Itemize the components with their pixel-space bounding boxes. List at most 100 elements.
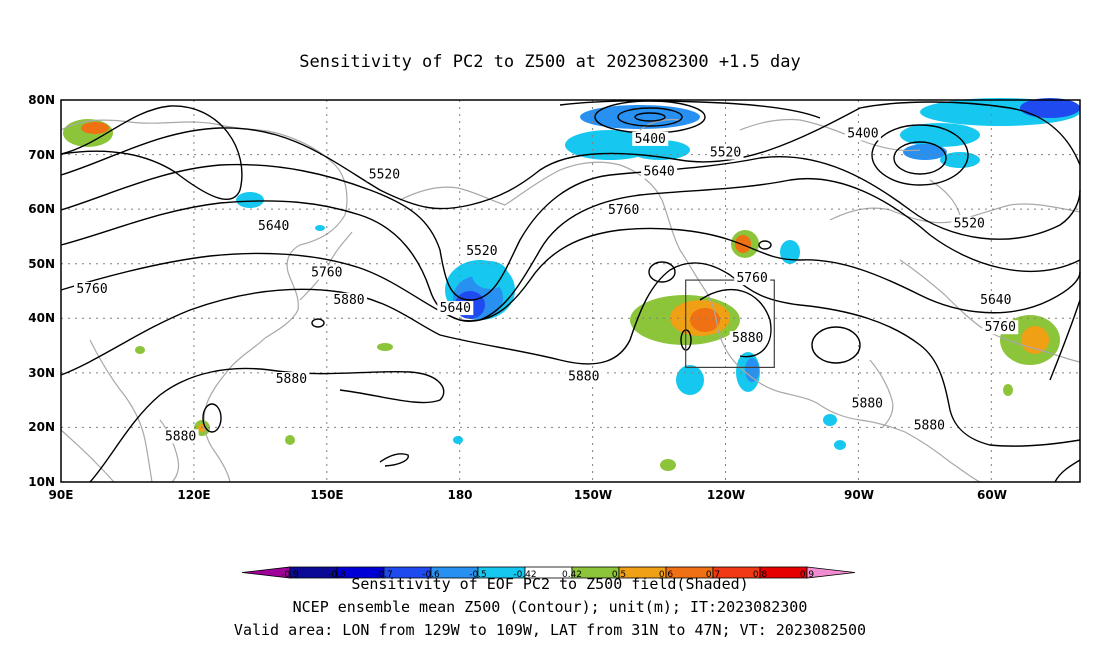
sensitivity-patch <box>735 235 751 253</box>
sensitivity-patch <box>315 225 325 231</box>
lon-tick: 150W <box>574 488 612 502</box>
lat-tick: 10N <box>28 475 55 489</box>
colorbar-cell <box>806 566 856 579</box>
contour-labels: 5400 5400 5520 5520 5520 5520 5640 5640 5640 5640… <box>74 126 1019 444</box>
colorbar-level-label: 0.6 <box>659 570 674 580</box>
colorbar-level-label: 0.9 <box>800 570 815 580</box>
contour-label: 5760 <box>311 266 342 281</box>
colorbar: -0.9 -0.8 -0.7 -0.6 -0.5 -0.42 0.42 0.5 0.6 0.7 0.… <box>241 566 856 580</box>
contour-label: 5640 <box>980 293 1011 308</box>
sensitivity-patch <box>285 435 295 445</box>
valid-area-box <box>685 279 775 369</box>
contour-label-bg <box>641 164 678 179</box>
contour-label: 5520 <box>369 167 400 182</box>
sensitivity-patch <box>1003 384 1013 396</box>
footer-line-3: Valid area: LON from 129W to 109W, LAT f… <box>234 621 866 639</box>
sensitivity-patch <box>377 343 393 351</box>
sensitivity-patch <box>453 436 463 444</box>
footer-line-1: Sensitivity of EOF PC2 to Z500 field(Sha… <box>351 575 748 593</box>
contour-label: 5880 <box>914 418 945 433</box>
contour-label-bg <box>74 282 111 296</box>
contour-label: 5880 <box>852 397 883 412</box>
lat-tick: 40N <box>28 311 55 325</box>
sensitivity-patch <box>903 144 947 160</box>
colorbar-level-label: -0.6 <box>422 570 440 580</box>
lat-tick: 60N <box>28 202 55 216</box>
contour-label-bg <box>565 369 602 384</box>
contour-label: 5520 <box>954 217 985 232</box>
lat-tick: 70N <box>28 148 55 162</box>
figure-title: Sensitivity of PC2 to Z500 at 2023082300… <box>299 52 801 72</box>
sensitivity-patch <box>900 123 980 147</box>
contour-label: 5880 <box>732 331 763 346</box>
contour-label-bg <box>366 167 403 182</box>
colorbar-level-label: -0.5 <box>469 570 487 580</box>
contour-label: 5640 <box>643 165 674 180</box>
contour-label: 5880 <box>165 429 196 444</box>
contour-label-bg <box>255 219 292 234</box>
contour-label-bg <box>707 145 744 160</box>
colorbar-level-label: 0.8 <box>753 570 768 580</box>
lat-tick: 50N <box>28 257 55 271</box>
colorbar-level-label: -0.8 <box>328 570 346 580</box>
sensitivity-patch <box>81 122 109 134</box>
sensitivity-patch <box>1021 326 1049 354</box>
contour-label-bg <box>951 216 988 231</box>
coastlines <box>60 118 1081 483</box>
lat-tick: 80N <box>28 93 55 107</box>
sensitivity-patch <box>940 152 980 168</box>
sensitivity-patch <box>834 440 846 450</box>
contour-label: 5640 <box>258 219 289 234</box>
contour-label-bg <box>632 131 669 146</box>
lon-tick: 90E <box>49 488 74 502</box>
sensitivity-patch <box>823 414 837 426</box>
sensitivity-patch <box>690 308 720 332</box>
sensitivity-patch <box>660 459 676 471</box>
contour-label-bg <box>463 243 500 258</box>
colorbar-level-label: 0.7 <box>706 570 720 580</box>
contour-label: 5760 <box>736 271 767 286</box>
lon-tick-labels: 90E 120E 150E 180 150W 120W 90W 60W <box>49 488 1007 502</box>
sensitivity-patch <box>780 240 800 264</box>
sensitivity-patch <box>1020 98 1080 118</box>
lon-tick: 120W <box>707 488 745 502</box>
lat-tick: 30N <box>28 366 55 380</box>
contour-label-bg <box>911 418 948 433</box>
sensitivity-patch <box>135 346 145 354</box>
lon-tick: 60W <box>977 488 1007 502</box>
z500-contours <box>60 100 1081 483</box>
contour-label-bg <box>729 331 766 346</box>
contour-label-bg <box>605 202 642 217</box>
contour-label-bg <box>273 372 310 387</box>
colorbar-level-label: 0.5 <box>612 570 626 580</box>
contour-label: 5520 <box>466 244 497 259</box>
lat-tick-labels: 80N 70N 60N 50N 40N 30N 20N 10N <box>28 93 55 489</box>
lon-tick: 120E <box>177 488 210 502</box>
contour-label-bg <box>734 271 771 286</box>
lon-tick: 180 <box>447 488 472 502</box>
contour-label: 5760 <box>985 320 1016 335</box>
contour-label-bg <box>977 292 1014 307</box>
contour-label: 5520 <box>710 146 741 161</box>
lon-tick: 150E <box>310 488 343 502</box>
colorbar-level-label: -0.9 <box>281 570 299 580</box>
sensitivity-patch <box>580 105 700 129</box>
lat-tick: 20N <box>28 420 55 434</box>
contour-label-bg <box>308 265 345 280</box>
contour-label-bg <box>162 429 199 444</box>
contour-label: 5760 <box>76 282 107 297</box>
contour-label-bg <box>849 396 886 411</box>
contour-label-bg <box>844 126 881 141</box>
contour-label-bg <box>330 292 367 307</box>
colorbar-level-label: -0.42 <box>513 570 536 580</box>
contour-label: 5640 <box>440 301 471 316</box>
sensitivity-patch <box>236 192 264 208</box>
footer-line-2: NCEP ensemble mean Z500 (Contour); unit(… <box>293 598 808 616</box>
sensitivity-patch <box>745 358 759 382</box>
contour-label: 5880 <box>276 372 307 387</box>
contour-label: 5880 <box>333 293 364 308</box>
contour-label: 5760 <box>608 203 639 218</box>
colorbar-level-label: 0.42 <box>562 570 582 580</box>
contour-label: 5400 <box>847 126 878 141</box>
